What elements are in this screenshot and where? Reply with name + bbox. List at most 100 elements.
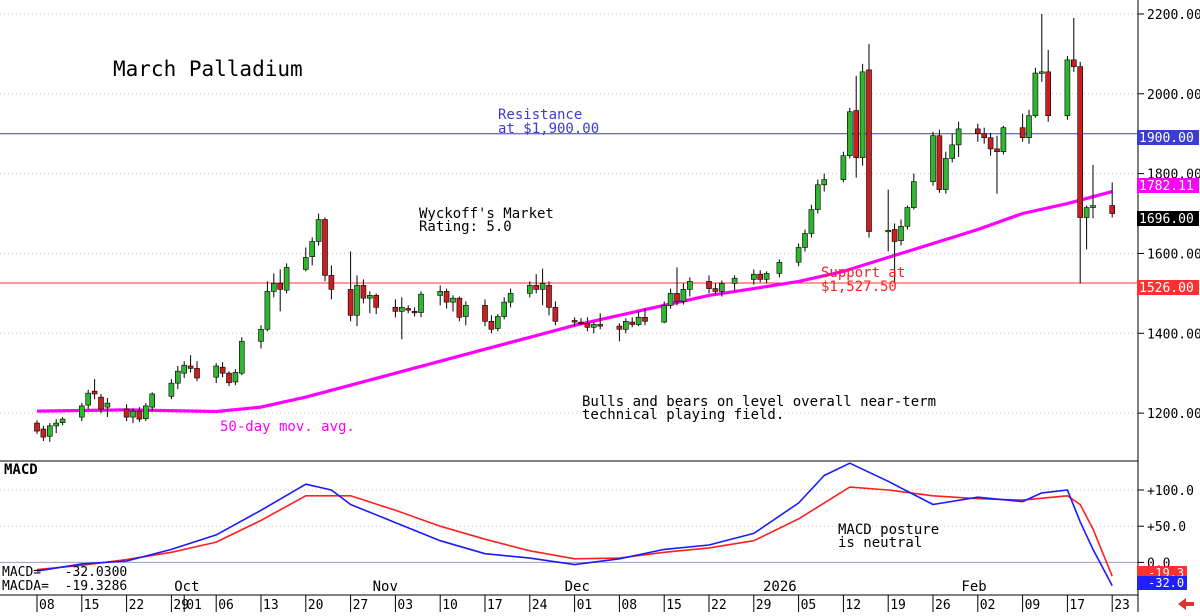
- macd-comment-2: is neutral: [838, 535, 922, 551]
- date-tick-label: 19: [890, 598, 906, 612]
- candle-up: [143, 405, 149, 419]
- candle-down: [757, 273, 764, 280]
- candle-down: [891, 229, 898, 242]
- candle-down: [616, 325, 623, 330]
- candle-up: [130, 410, 136, 418]
- resistance-label-2: at $1,900.00: [498, 121, 599, 137]
- candle-up: [802, 233, 808, 248]
- chart-title: March Palladium: [113, 57, 303, 81]
- candle-down: [578, 321, 584, 324]
- candle-up: [501, 301, 508, 317]
- date-tick-label: 06: [218, 598, 234, 612]
- candle-up: [635, 317, 642, 325]
- candle-up: [354, 285, 360, 316]
- resistance-price-tag: [1137, 130, 1199, 145]
- candle-down: [712, 288, 719, 292]
- candle-up: [898, 226, 904, 241]
- last-price-tag: [1137, 211, 1199, 226]
- candle-down: [360, 285, 367, 299]
- candle-up: [846, 111, 853, 156]
- candle-up: [750, 273, 757, 280]
- date-tick-label: 09: [1025, 598, 1041, 612]
- candle-up: [814, 184, 821, 210]
- candle-up: [763, 273, 770, 280]
- date-tick-label: 05: [801, 598, 817, 612]
- candle-up: [104, 402, 111, 408]
- candle-down: [328, 275, 335, 290]
- month-label: Dec: [565, 579, 590, 595]
- candle-up: [1032, 72, 1039, 117]
- candle-down: [488, 321, 495, 330]
- macd-line: [36, 462, 1113, 586]
- scroll-left-arrow-icon[interactable]: [1178, 598, 1194, 610]
- date-tick-label: 15: [666, 598, 682, 612]
- date-tick-label: 15: [84, 598, 100, 612]
- candle-up: [859, 71, 866, 158]
- candle-down: [866, 69, 872, 232]
- candle-up: [955, 128, 962, 146]
- date-tick-label: 08: [39, 598, 55, 612]
- price-tick-label: 1600.00: [1147, 247, 1200, 262]
- date-tick-label: 22: [711, 598, 727, 612]
- candle-down: [411, 311, 418, 314]
- candle-up: [53, 422, 60, 427]
- candle-down: [373, 295, 380, 308]
- candle-up: [1026, 115, 1032, 139]
- candle-up: [910, 181, 917, 208]
- date-tick-label: 03: [397, 598, 413, 612]
- macd-tick-label: +50.0: [1147, 520, 1186, 535]
- candle-up: [795, 247, 802, 263]
- macd-tick-label: +100.0: [1147, 484, 1194, 499]
- moving-average-price-tag: [1137, 178, 1199, 193]
- month-label: Feb: [961, 579, 986, 595]
- candle-up: [270, 283, 277, 292]
- candle-down: [194, 368, 200, 379]
- candle-down: [34, 422, 40, 432]
- rating-label-2: Rating: 5.0: [419, 219, 512, 235]
- candle-up: [840, 155, 847, 180]
- date-tick-label: 23: [1114, 598, 1130, 612]
- candle-down: [226, 372, 232, 384]
- date-tick-label: 29: [756, 598, 772, 612]
- candle-down: [1109, 205, 1115, 214]
- candle-down: [322, 219, 328, 276]
- candle-up: [398, 307, 405, 312]
- candle-up: [686, 281, 693, 290]
- rating-label-1: Wyckoff's Market: [419, 206, 554, 222]
- candle-down: [981, 133, 988, 139]
- candle-down: [187, 365, 194, 369]
- price-tick-label: 1200.00: [1147, 407, 1200, 422]
- candle-up: [661, 305, 668, 323]
- macd-tag: [1137, 576, 1187, 590]
- month-label: Nov: [373, 579, 398, 595]
- candles: [34, 13, 1115, 442]
- candle-up: [302, 257, 309, 270]
- candle-up: [85, 392, 91, 406]
- date-tick-label: 22: [129, 598, 145, 612]
- candle-up: [258, 328, 264, 342]
- candle-down: [1045, 71, 1051, 117]
- candle-up: [1083, 207, 1090, 218]
- candle-up: [667, 293, 674, 306]
- price-tick-label: 1400.00: [1147, 327, 1200, 342]
- date-tick-label: 20: [308, 598, 324, 612]
- candle-up: [168, 382, 175, 397]
- resistance-price-tag-text: 1900.00: [1139, 131, 1194, 146]
- resistance-label-1: Resistance: [498, 107, 582, 123]
- candle-down: [443, 291, 450, 303]
- candle-down: [1077, 66, 1083, 218]
- candle-down: [994, 148, 1000, 152]
- candle-up: [181, 364, 187, 374]
- candle-down: [629, 321, 636, 325]
- candle-up: [462, 305, 469, 317]
- date-tick-label: 01: [577, 598, 593, 612]
- candle-up: [437, 291, 444, 296]
- date-tick-label: 02: [980, 598, 996, 612]
- date-tick-label: 17: [487, 598, 503, 612]
- candle-down: [853, 110, 860, 158]
- price-axis: 1200.001400.001600.001800.002000.002200.…: [1138, 8, 1200, 422]
- candle-up: [942, 158, 949, 190]
- candle-down: [277, 283, 284, 290]
